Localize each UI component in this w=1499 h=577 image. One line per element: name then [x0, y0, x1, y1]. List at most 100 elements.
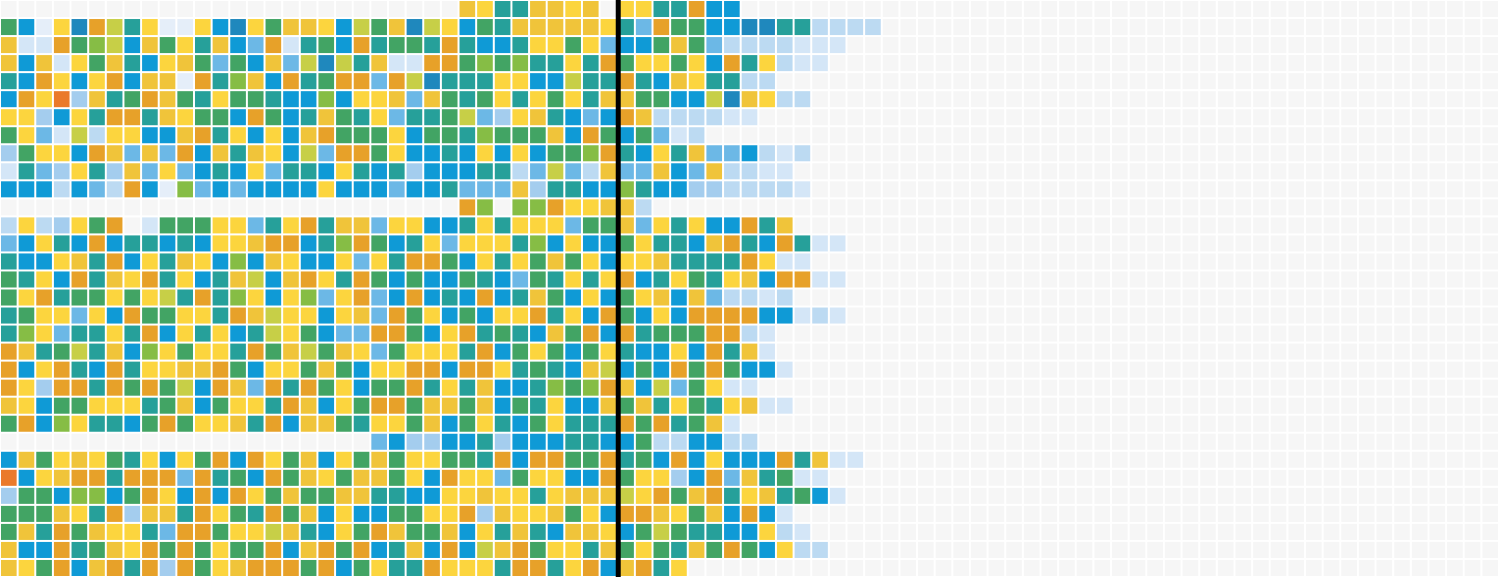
heatmap-cell	[1094, 73, 1111, 90]
heatmap-cell	[336, 523, 352, 540]
heatmap-cell	[953, 487, 969, 504]
heatmap-cell	[353, 289, 370, 306]
heatmap-cell	[900, 109, 917, 126]
heatmap-cell	[371, 487, 387, 504]
heatmap-cell	[247, 1, 264, 18]
heatmap-cell	[71, 343, 88, 360]
heatmap-cell	[1323, 559, 1340, 576]
heatmap-cell	[1, 505, 17, 522]
heatmap-cell	[1006, 271, 1022, 288]
heatmap-cell	[1041, 145, 1058, 162]
heatmap-cell	[1464, 37, 1481, 54]
heatmap-cell	[847, 433, 864, 450]
heatmap-cell	[142, 1, 158, 18]
heatmap-cell	[776, 199, 793, 216]
heatmap-cell	[1164, 91, 1181, 108]
heatmap-cell	[318, 379, 335, 396]
heatmap-cell	[318, 73, 335, 90]
heatmap-cell	[530, 307, 546, 324]
heatmap-cell	[918, 541, 934, 558]
heatmap-cell	[1288, 145, 1305, 162]
heatmap-cell	[1411, 397, 1428, 414]
heatmap-cell	[1059, 541, 1075, 558]
heatmap-cell	[1358, 523, 1375, 540]
heatmap-cell	[671, 19, 687, 36]
heatmap-cell	[1217, 181, 1234, 198]
heatmap-cell	[406, 469, 423, 486]
heatmap-cell	[265, 469, 282, 486]
heatmap-cell	[18, 181, 35, 198]
heatmap-cell	[776, 271, 793, 288]
heatmap-cell	[106, 487, 123, 504]
heatmap-cell	[847, 73, 864, 90]
heatmap-cell	[988, 253, 1005, 270]
heatmap-cell	[124, 73, 141, 90]
heatmap-cell	[1235, 271, 1252, 288]
heatmap-cell	[1076, 145, 1093, 162]
heatmap-cell	[759, 199, 775, 216]
heatmap-cell	[424, 199, 440, 216]
heatmap-cell	[653, 271, 670, 288]
heatmap-cell	[547, 325, 564, 342]
heatmap-cell	[865, 91, 881, 108]
heatmap-cell	[494, 37, 511, 54]
heatmap-cell	[36, 379, 52, 396]
heatmap-cell	[247, 217, 264, 234]
heatmap-cell	[794, 433, 811, 450]
heatmap-cell	[1, 469, 17, 486]
heatmap-cell	[829, 271, 846, 288]
heatmap-cell	[1182, 451, 1199, 468]
heatmap-cell	[1, 19, 17, 36]
heatmap-cell	[918, 559, 934, 576]
heatmap-cell	[547, 253, 564, 270]
heatmap-cell	[1129, 73, 1146, 90]
heatmap-cell	[829, 109, 846, 126]
heatmap-cell	[724, 379, 740, 396]
heatmap-cell	[1482, 91, 1498, 108]
heatmap-cell	[36, 37, 52, 54]
heatmap-cell	[918, 487, 934, 504]
heatmap-cell	[212, 37, 229, 54]
heatmap-cell	[988, 37, 1005, 54]
heatmap-cell	[794, 379, 811, 396]
heatmap-cell	[565, 541, 581, 558]
heatmap-cell	[1253, 127, 1269, 144]
heatmap-cell	[724, 217, 740, 234]
heatmap-cell	[1182, 379, 1199, 396]
heatmap-cell	[635, 199, 652, 216]
heatmap-cell	[1270, 559, 1287, 576]
heatmap-cell	[741, 145, 758, 162]
heatmap-cell	[336, 163, 352, 180]
heatmap-cell	[142, 73, 158, 90]
heatmap-cell	[142, 91, 158, 108]
heatmap-cell	[106, 55, 123, 72]
heatmap-cell	[988, 289, 1005, 306]
heatmap-cell	[106, 523, 123, 540]
heatmap-cell	[829, 289, 846, 306]
heatmap-cell	[53, 559, 70, 576]
heatmap-cell	[1235, 109, 1252, 126]
heatmap-cell	[1129, 253, 1146, 270]
heatmap-cell	[812, 109, 828, 126]
heatmap-cell	[1288, 451, 1305, 468]
heatmap-cell	[970, 37, 987, 54]
heatmap-cell	[1200, 361, 1216, 378]
heatmap-cell	[1023, 181, 1040, 198]
heatmap-cell	[1270, 343, 1287, 360]
heatmap-cell	[671, 217, 687, 234]
heatmap-cell	[53, 1, 70, 18]
heatmap-cell	[230, 559, 246, 576]
heatmap-cell	[1358, 451, 1375, 468]
heatmap-cell	[829, 361, 846, 378]
heatmap-cell	[71, 253, 88, 270]
heatmap-cell	[89, 379, 105, 396]
heatmap-cell	[1164, 1, 1181, 18]
heatmap-cell	[847, 541, 864, 558]
heatmap-cell	[547, 523, 564, 540]
heatmap-cell	[1147, 361, 1163, 378]
heatmap-cell	[1358, 91, 1375, 108]
heatmap-cell	[1288, 505, 1305, 522]
heatmap-cell	[283, 37, 299, 54]
heatmap-cell	[477, 541, 493, 558]
heatmap-cell	[53, 379, 70, 396]
